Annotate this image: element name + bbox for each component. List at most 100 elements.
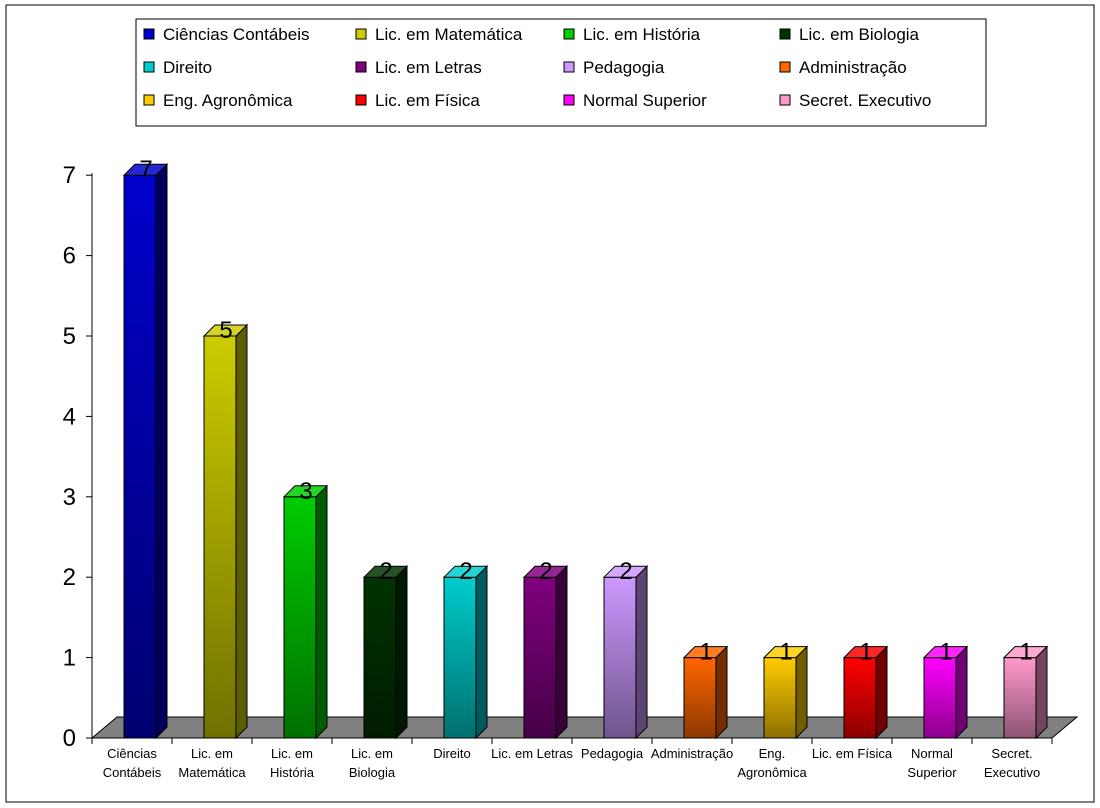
bar-10	[842, 645, 889, 740]
bar-side	[715, 645, 728, 740]
x-tick-label-line: Eng.	[759, 746, 786, 761]
legend-item: Lic. em História	[563, 25, 701, 44]
legend-swatch	[779, 61, 791, 73]
data-label: 2	[459, 558, 472, 585]
bar-6	[522, 564, 569, 740]
data-label: 2	[539, 558, 552, 585]
bar-side	[955, 645, 968, 740]
x-tick-label-line: Lic. em	[191, 746, 233, 761]
legend-swatch	[355, 28, 367, 40]
bar-side	[155, 162, 168, 740]
bar-front	[1003, 657, 1037, 739]
x-tick-label: Direito	[433, 746, 471, 761]
bar-front	[443, 576, 477, 739]
legend-label: Direito	[163, 58, 212, 77]
x-tick-label-line: Biologia	[349, 765, 396, 780]
legend-swatch	[143, 61, 155, 73]
x-tick-label-line: Normal	[911, 746, 953, 761]
bars	[122, 162, 1049, 740]
x-tick-label-line: Lic. em Física	[812, 746, 893, 761]
bar-front	[283, 496, 317, 739]
bar-front	[603, 576, 637, 739]
x-tick-label: Lic. em Letras	[491, 746, 573, 761]
x-tick-label-line: Lic. em	[271, 746, 313, 761]
legend-item: Ciências Contábeis	[143, 25, 309, 44]
x-tick-label-line: Contábeis	[103, 765, 162, 780]
bar-side	[395, 564, 408, 740]
data-label: 2	[619, 558, 632, 585]
x-tick-label: Lic. em Física	[812, 746, 893, 761]
x-tick-label-line: Direito	[433, 746, 471, 761]
x-tick-label: Pedagogia	[581, 746, 644, 761]
bar-top	[762, 646, 809, 659]
x-tick-label-line: Lic. em	[351, 746, 393, 761]
legend-item: Lic. em Matemática	[355, 25, 523, 44]
y-axis: 0 1 2 3 4 5 6 7	[63, 162, 93, 752]
bar-side	[315, 484, 328, 740]
bar-side	[875, 645, 888, 740]
bar-front	[843, 657, 877, 739]
legend-label: Lic. em Física	[375, 91, 480, 110]
legend-item: Administração	[779, 58, 907, 77]
bar-11	[922, 645, 969, 740]
bar-top	[282, 485, 329, 498]
legend-item: Lic. em Física	[355, 91, 480, 110]
bar-top	[682, 646, 729, 659]
x-tick-label-line: Superior	[907, 765, 957, 780]
y-tick-label: 2	[63, 564, 76, 591]
data-label: 1	[699, 639, 712, 666]
x-tick-label: Lic. em Biologia	[349, 746, 396, 780]
y-tick-label: 4	[63, 403, 76, 430]
bar-top	[602, 565, 649, 578]
bar-top	[522, 565, 569, 578]
x-tick-label-line: Matemática	[178, 765, 246, 780]
legend-label: Pedagogia	[583, 58, 665, 77]
legend-swatch	[143, 28, 155, 40]
legend-label: Normal Superior	[583, 91, 707, 110]
legend-item: Lic. em Biologia	[779, 25, 920, 44]
y-tick-label: 1	[63, 645, 76, 672]
bar-12	[1002, 645, 1049, 740]
legend-label: Ciências Contábeis	[163, 25, 309, 44]
bar-side	[555, 564, 568, 740]
legend-swatch	[779, 94, 791, 106]
x-tick-label: Eng. Agronômica	[737, 746, 807, 780]
bar-top	[202, 324, 249, 337]
y-tick-label: 0	[63, 725, 76, 752]
x-tick-label-line: Administração	[651, 746, 733, 761]
bar-1	[122, 162, 169, 740]
bar-9	[762, 645, 809, 740]
bar-front	[363, 576, 397, 739]
legend-label: Lic. em Letras	[375, 58, 482, 77]
legend-swatch	[563, 94, 575, 106]
x-tick-label: Ciências Contábeis	[103, 746, 162, 780]
legend: Ciências Contábeis Lic. em Matemática Lic.…	[135, 18, 987, 127]
bar-top	[442, 565, 489, 578]
x-tick-label-line: História	[270, 765, 315, 780]
x-tick-label: Administração	[651, 746, 733, 761]
data-label: 1	[859, 639, 872, 666]
bar-side	[235, 323, 248, 740]
legend-swatch	[563, 28, 575, 40]
bar-3	[282, 484, 329, 740]
data-label: 7	[139, 156, 152, 183]
y-tick-label: 6	[63, 243, 76, 270]
bar-5	[442, 564, 489, 740]
legend-item: Eng. Agronômica	[143, 91, 293, 110]
bar-front	[203, 335, 237, 739]
x-tick-label: Lic. em Matemática	[178, 746, 246, 780]
bar-4	[362, 564, 409, 740]
bar-side	[1035, 645, 1048, 740]
legend-item: Direito	[143, 58, 212, 77]
legend-swatch	[563, 61, 575, 73]
y-tick-label: 5	[63, 323, 76, 350]
legend-swatch	[355, 61, 367, 73]
x-tick-label-line: Executivo	[984, 765, 1040, 780]
bar-2	[202, 323, 249, 740]
data-label: 1	[779, 639, 792, 666]
data-label: 5	[219, 317, 232, 344]
bar-front	[683, 657, 717, 739]
